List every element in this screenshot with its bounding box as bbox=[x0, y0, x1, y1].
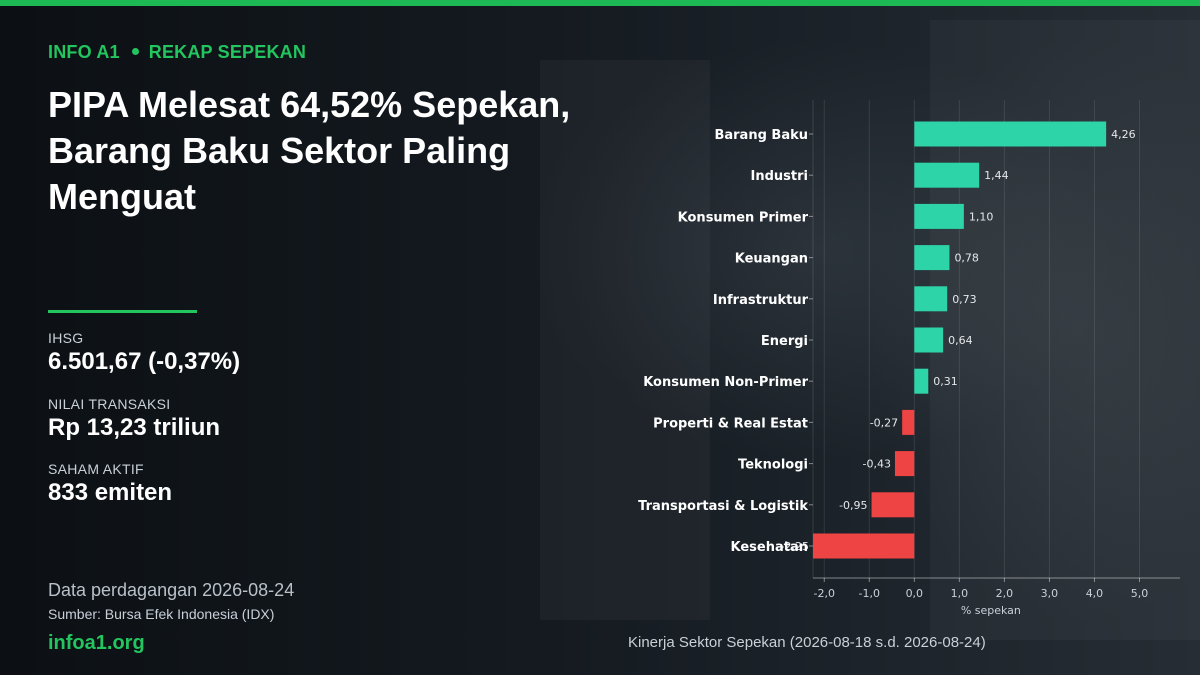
category-label: Barang Baku bbox=[714, 128, 808, 143]
headline: PIPA Melesat 64,52% Sepekan, Barang Baku… bbox=[48, 84, 571, 217]
kicker-dot-icon bbox=[131, 48, 139, 56]
category-label: Properti & Real Estat bbox=[653, 416, 808, 431]
bar bbox=[914, 121, 1107, 147]
category-label: Energi bbox=[761, 334, 808, 349]
bar-value-label: 1,10 bbox=[969, 210, 994, 223]
bar-value-label: -0,95 bbox=[839, 499, 867, 512]
bar bbox=[871, 492, 915, 518]
category-label: Infrastruktur bbox=[713, 293, 809, 308]
kicker-section: REKAP SEPEKAN bbox=[148, 42, 307, 62]
bar bbox=[902, 409, 915, 435]
category-label: Konsumen Non-Primer bbox=[643, 375, 808, 390]
sector-bar-chart: -2,0 -1,0 0,0 1,0 2,0 3,0 4,0 5,0 % sepekan 4,26 B… bbox=[638, 100, 1180, 617]
x-tick-label: 4,0 bbox=[1086, 587, 1104, 600]
x-tick-label: -2,0 bbox=[814, 587, 835, 600]
category-label: Kesehatan bbox=[731, 540, 809, 555]
bar bbox=[914, 286, 948, 312]
kicker-brand: INFO A1 bbox=[48, 42, 120, 62]
active-stocks-value: 833 emiten bbox=[48, 479, 173, 506]
bar-value-label: 0,64 bbox=[948, 334, 973, 347]
category-label: Teknologi bbox=[738, 458, 808, 473]
data-source: Sumber: Bursa Efek Indonesia (IDX) bbox=[48, 606, 275, 622]
accent-top-bar bbox=[0, 0, 1200, 6]
bar-value-label: 1,44 bbox=[984, 169, 1009, 182]
x-tick-label: -1,0 bbox=[859, 587, 880, 600]
bar bbox=[914, 327, 944, 353]
x-tick-label: 5,0 bbox=[1131, 587, 1149, 600]
chart-caption: Kinerja Sektor Sepekan (2026-08-18 s.d. … bbox=[628, 634, 986, 651]
ihsg-value: 6.501,67 (-0,37%) bbox=[48, 348, 241, 375]
transaction-value: Rp 13,23 triliun bbox=[48, 414, 221, 441]
category-label: Transportasi & Logistik bbox=[638, 499, 808, 514]
x-tick-label: 0,0 bbox=[906, 587, 924, 600]
bar bbox=[914, 368, 929, 394]
bar bbox=[914, 203, 964, 229]
bar-value-label: 0,73 bbox=[952, 293, 977, 306]
active-stocks-label: SAHAM AKTIF bbox=[48, 461, 144, 477]
kicker: INFO A1 REKAP SEPEKAN bbox=[48, 42, 306, 63]
category-label: Konsumen Primer bbox=[678, 210, 809, 225]
bar bbox=[894, 451, 915, 477]
x-tick-label: 1,0 bbox=[951, 587, 969, 600]
data-date: Data perdagangan 2026-08-24 bbox=[48, 580, 295, 600]
accent-divider bbox=[48, 310, 197, 313]
site-link[interactable]: infoa1.org bbox=[48, 632, 145, 654]
bar-value-label: 4,26 bbox=[1111, 128, 1136, 141]
bar-value-label: 0,31 bbox=[933, 375, 958, 388]
x-axis-label: % sepekan bbox=[961, 604, 1021, 617]
ihsg-label: IHSG bbox=[48, 330, 84, 346]
category-label: Industri bbox=[751, 169, 808, 184]
bar bbox=[914, 245, 950, 271]
category-label: Keuangan bbox=[735, 252, 808, 267]
bar-value-label: -0,43 bbox=[862, 458, 890, 471]
bar bbox=[914, 162, 980, 188]
bar-value-label: -0,27 bbox=[870, 416, 898, 429]
transaction-label: NILAI TRANSAKSI bbox=[48, 396, 171, 412]
bar bbox=[813, 533, 915, 559]
x-tick-label: 2,0 bbox=[996, 587, 1014, 600]
x-tick-label: 3,0 bbox=[1041, 587, 1059, 600]
bar-value-label: 0,78 bbox=[954, 252, 979, 265]
bar-value-label: -2,25 bbox=[781, 540, 809, 553]
